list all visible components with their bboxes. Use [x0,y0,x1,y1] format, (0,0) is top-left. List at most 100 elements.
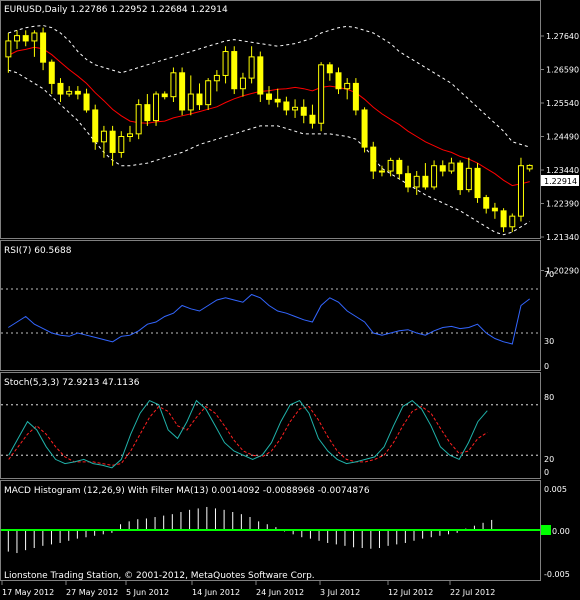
stoch-main-line [8,399,488,469]
candle-body [387,159,394,172]
price-tick-label: 1.20290 [546,267,579,276]
stoch-panel-frame[interactable] [0,372,541,479]
price-axis: 1.27640 1.26590 1.25540 1.24490 1.23440 1.223… [540,32,579,276]
candle-body [170,72,177,98]
candle-body [457,162,464,191]
rsi-line [8,293,531,345]
candle-body [352,82,359,111]
price-panel-title: EURUSD,Daily 1.22786 1.22952 1.22684 1.2… [4,5,228,15]
date-tick-label: 3 Jul 2012 [320,588,360,597]
candle-body [179,72,186,111]
stoch-series [1,399,540,469]
stoch-level-20: 20 [544,455,554,464]
macd-zero-marker [541,525,551,535]
candle-body [370,146,377,172]
rsi-series [1,288,540,345]
copyright-footer: Lionstone Trading Station, © 2001-2012, … [4,571,315,581]
price-tick-label: 1.26590 [546,66,579,75]
date-tick-label: 17 May 2012 [2,588,54,597]
price-tick-label: 1.25540 [546,99,579,108]
rsi-panel-frame[interactable] [0,240,541,371]
candle-body [161,93,168,98]
candle-body [14,35,21,42]
candle-body [309,114,316,124]
price-tick-label: 1.21340 [546,233,579,242]
date-tick-label: 12 Jul 2012 [388,588,433,597]
candle-body [213,74,220,82]
candle-body [526,164,533,170]
candle-body [448,162,455,172]
candle-body [318,64,325,124]
candle-body [74,90,81,95]
candle-body [48,61,55,84]
price-series [5,24,533,236]
date-tick-label: 14 Jun 2012 [192,588,240,597]
candle-body [231,51,238,90]
candle-body [396,159,403,175]
candle-body [153,93,160,122]
candle-body [266,93,272,100]
date-axis: 17 May 2012 27 May 2012 5 Jun 2012 14 Jun 2… [1,581,495,597]
candle-body [239,77,246,90]
candle-body [500,210,507,228]
candle-body [31,32,38,42]
macd-level-zero: 0.00 [552,527,570,536]
candle-body [361,109,368,148]
candle-body [126,133,133,138]
price-tick-label: 1.23440 [546,166,579,175]
candle-body [413,175,420,188]
upper-band-line [8,24,530,148]
candle-body [335,72,342,90]
candle-body [40,32,47,63]
macd-level-top: 0.005 [544,485,567,494]
candle-body [491,207,498,212]
current-price-label: 1.22914 [544,177,577,186]
candle-body [300,106,307,116]
candle-body [248,56,255,79]
candle-body [66,90,73,95]
candle-body [22,35,29,42]
candle-body [439,165,446,172]
candle-body [196,93,203,106]
rsi-level-70: 70 [544,270,554,279]
rsi-panel-title: RSI(7) 60.5688 [4,246,72,256]
date-tick-label: 27 May 2012 [66,588,118,597]
candle-body [344,82,351,90]
price-tick-label: 1.22390 [546,200,579,209]
date-tick-label: 22 Jul 2012 [450,588,495,597]
macd-panel-frame[interactable] [0,480,541,581]
candle-body [205,80,212,106]
current-price-marker [541,175,579,186]
candle-body [465,167,472,191]
candle-body [483,197,490,209]
candle-body [405,173,412,188]
candle-body [326,64,333,74]
price-tick-label: 1.27640 [546,32,579,41]
macd-level-bottom: -0.005 [544,570,570,579]
stoch-level-80: 80 [544,393,554,402]
candle-body [292,106,299,111]
rsi-level-0: 0 [544,362,549,371]
macd-panel-title: MACD Histogram (12,26,9) With Filter MA(… [4,486,370,496]
price-panel-frame[interactable] [0,0,541,239]
date-tick-label: 5 Jun 2012 [126,588,169,597]
candle-body [422,175,429,188]
candle-body [283,101,290,111]
candle-body [92,109,99,143]
candle-body [509,215,516,228]
candle-body [109,130,116,153]
candle-body [100,130,107,143]
candle-body [517,165,524,217]
candle-body [222,51,229,76]
candle-body [474,167,481,199]
stoch-signal-line [8,405,488,466]
stoch-panel-title: Stoch(5,3,3) 72.9213 47.1136 [4,378,140,388]
candle-body [118,136,125,153]
date-tick-label: 24 Jun 2012 [256,588,304,597]
stoch-level-0: 0 [544,468,549,477]
candle-body [378,170,385,173]
candle-body [274,98,281,103]
candle-body [83,93,90,111]
macd-series [1,506,540,554]
